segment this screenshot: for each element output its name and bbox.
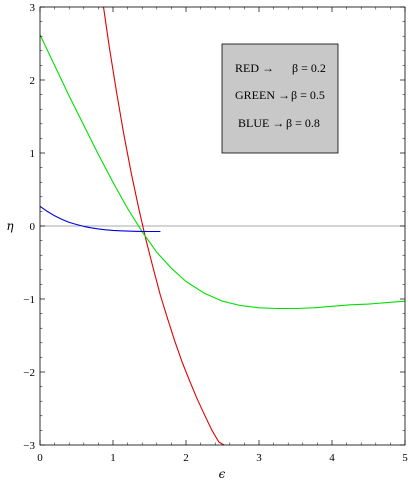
x-tick-label: 2 bbox=[183, 452, 189, 464]
legend-entry-red-label: RED → bbox=[235, 61, 274, 75]
x-tick-label: 1 bbox=[110, 452, 116, 464]
x-tick-label: 5 bbox=[402, 452, 408, 464]
y-tick-label: −2 bbox=[23, 367, 35, 379]
y-tick-label: −3 bbox=[23, 440, 35, 452]
series-line-green bbox=[40, 34, 405, 310]
x-axis-label: ϵ bbox=[219, 467, 226, 481]
legend-entry-green-label: GREEN → bbox=[235, 88, 290, 102]
ticks-group: 0 1 2 3 4 5 3 2 1 0 −1 −2 −3 bbox=[23, 2, 408, 464]
x-tick-label: 3 bbox=[256, 452, 262, 464]
y-tick-label: −1 bbox=[23, 294, 35, 306]
legend-entry-blue-label: BLUE → bbox=[238, 116, 284, 130]
y-tick-label: 2 bbox=[30, 75, 36, 87]
series-group bbox=[40, 7, 405, 445]
y-tick-label: 0 bbox=[30, 221, 36, 233]
legend-box bbox=[221, 43, 339, 154]
legend-entry-green-value: β = 0.5 bbox=[291, 88, 325, 102]
legend: RED → β = 0.2 GREEN → β = 0.5 BLUE → β =… bbox=[221, 43, 339, 154]
x-tick-label: 0 bbox=[37, 452, 43, 464]
legend-entry-blue-value: β = 0.8 bbox=[286, 116, 320, 130]
y-axis-label: η bbox=[6, 219, 14, 233]
series-line-blue bbox=[40, 205, 161, 233]
y-tick-label: 3 bbox=[30, 2, 36, 14]
y-tick-label: 1 bbox=[30, 148, 36, 160]
x-tick-label: 4 bbox=[329, 452, 335, 464]
series-line-red bbox=[102, 7, 225, 445]
legend-entry-red-value: β = 0.2 bbox=[292, 61, 326, 75]
